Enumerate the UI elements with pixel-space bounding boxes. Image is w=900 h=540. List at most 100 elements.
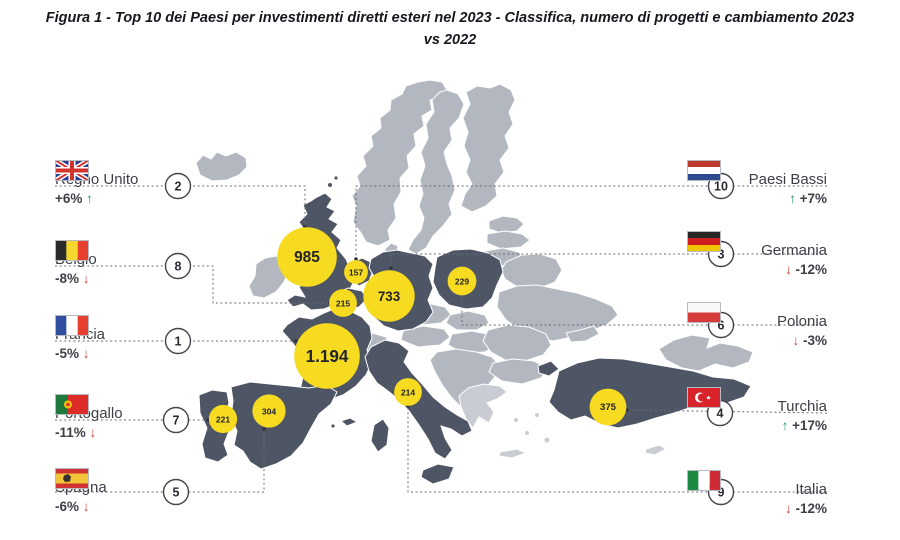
- change-percent: ↑ +7%: [789, 191, 827, 206]
- leader-anchor-dot: [389, 266, 393, 270]
- bubble-paesi-bassi: [344, 260, 368, 284]
- trend-arrow-icon: ↑: [789, 191, 796, 206]
- label-card-regno-unito: Regno Unito +6% ↑: [55, 160, 195, 206]
- country-greece: [458, 383, 508, 429]
- country-caucasus: [658, 334, 754, 372]
- label-card-turchia: Turchia ↑ +17%: [687, 387, 827, 433]
- trend-arrow-icon: ↓: [82, 346, 90, 361]
- country-finland: [460, 83, 516, 213]
- country-uk-isles: [334, 176, 338, 180]
- leader-line: [55, 265, 330, 304]
- flag-francia-icon: [55, 315, 89, 336]
- label-card-belgio: Belgio -8% ↓: [55, 240, 195, 286]
- country-estonia: [488, 215, 525, 234]
- flag-spagna-icon: [55, 468, 89, 489]
- aegean-island: [514, 418, 518, 422]
- aegean-island: [544, 437, 550, 443]
- label-card-italia: Italia ↓ -12%: [687, 470, 827, 516]
- project-bubbles: 1.194 985 733 375 304 229 221 215 214 157: [208, 227, 627, 434]
- label-card-polonia: Polonia ↓ -3%: [687, 302, 827, 348]
- bubble-value-belgio: 215: [336, 299, 350, 309]
- country-crete: [498, 448, 528, 459]
- bubble-value-italia: 214: [401, 388, 415, 398]
- leader-line: [55, 429, 265, 493]
- rank-circle-2: [164, 172, 192, 200]
- country-name: Turchia: [777, 398, 827, 415]
- flag-portogallo-icon: [55, 394, 89, 415]
- rank-circle-7: [162, 406, 190, 434]
- bubble-italia: [394, 378, 422, 406]
- country-name: Polonia: [776, 313, 827, 330]
- trend-arrow-icon: ↓: [784, 501, 792, 516]
- bubble-value-polonia: 229: [455, 277, 469, 287]
- label-card-portogallo: Portogallo -11% ↓: [55, 394, 195, 440]
- country-romania: [482, 324, 552, 362]
- flag-polonia-icon: [687, 302, 721, 323]
- trend-arrow-icon: ↓: [792, 333, 800, 348]
- rank-number-2: 2: [175, 180, 182, 194]
- country-balearics: [339, 417, 359, 427]
- bubble-value-germania: 733: [378, 289, 400, 304]
- leader-anchor-dot: [206, 418, 210, 422]
- trend-arrow-icon: ↓: [82, 271, 90, 286]
- country-austria: [400, 325, 451, 348]
- country-uk-isles: [328, 183, 332, 187]
- country-belarus: [500, 253, 563, 290]
- rank-number-7: 7: [173, 414, 180, 428]
- change-percent: ↑ +17%: [781, 418, 827, 433]
- flag-paesi-bassi-icon: [687, 160, 721, 181]
- bubble-value-francia: 1.194: [306, 347, 349, 366]
- leader-anchor-dot: [354, 257, 358, 261]
- rank-circle-8: [164, 252, 192, 280]
- rank-number-3: 3: [718, 248, 725, 262]
- country-balearics-dot: [331, 424, 335, 428]
- bubble-value-regno-unito: 985: [294, 249, 320, 266]
- bubble-value-portogallo: 221: [216, 415, 230, 425]
- bubble-value-turchia: 375: [600, 402, 617, 413]
- rank-number-5: 5: [173, 486, 180, 500]
- rank-number-6: 6: [718, 319, 725, 333]
- country-iceland: [195, 151, 248, 182]
- bubble-spagna: [252, 394, 286, 428]
- label-card-francia: Francia -5% ↓: [55, 315, 195, 361]
- change-percent: ↓ -12%: [784, 262, 827, 277]
- bubble-portogallo: [208, 404, 238, 434]
- rank-number-1: 1: [175, 335, 182, 349]
- rank-circle-5: [162, 478, 190, 506]
- country-name: Germania: [761, 242, 827, 259]
- country-sardegna: [370, 418, 390, 453]
- leader-line: [355, 185, 827, 259]
- flag-regno-unito-icon: [55, 160, 89, 181]
- bubble-francia: [294, 323, 360, 389]
- country-spagna: [230, 381, 338, 470]
- change-percent: -11% ↓: [55, 425, 97, 440]
- flag-belgio-icon: [55, 240, 89, 261]
- country-cyprus: [644, 444, 668, 456]
- leader-line: [626, 409, 828, 414]
- country-bulgaria: [488, 358, 548, 385]
- rank-number-9: 9: [718, 486, 725, 500]
- trend-arrow-icon: ↓: [784, 262, 792, 277]
- figure-title: Figura 1 - Top 10 dei Paesi per investim…: [45, 10, 855, 48]
- bubble-value-spagna: 304: [262, 407, 277, 417]
- bubble-germania: [363, 270, 415, 322]
- country-turchia-europea: [537, 360, 560, 377]
- leader-anchor-dot: [262, 427, 266, 431]
- trend-arrow-icon: ↑: [781, 418, 789, 433]
- label-card-spagna: Spagna -6% ↓: [55, 468, 195, 514]
- flag-turchia-icon: [687, 387, 721, 408]
- rank-number-4: 4: [717, 407, 724, 421]
- aegean-island: [535, 413, 539, 417]
- bubble-belgio: [329, 289, 357, 317]
- country-latvia: [486, 230, 531, 250]
- bubble-polonia: [447, 266, 477, 296]
- bubble-value-paesi-bassi: 157: [349, 268, 363, 278]
- rank-circle-1: [164, 327, 192, 355]
- country-crimea: [565, 325, 600, 343]
- rank-number-8: 8: [175, 260, 182, 274]
- change-percent: -5% ↓: [55, 346, 90, 361]
- change-percent: ↓ -12%: [784, 501, 827, 516]
- country-sicilia: [420, 463, 455, 485]
- leader-line: [461, 293, 827, 326]
